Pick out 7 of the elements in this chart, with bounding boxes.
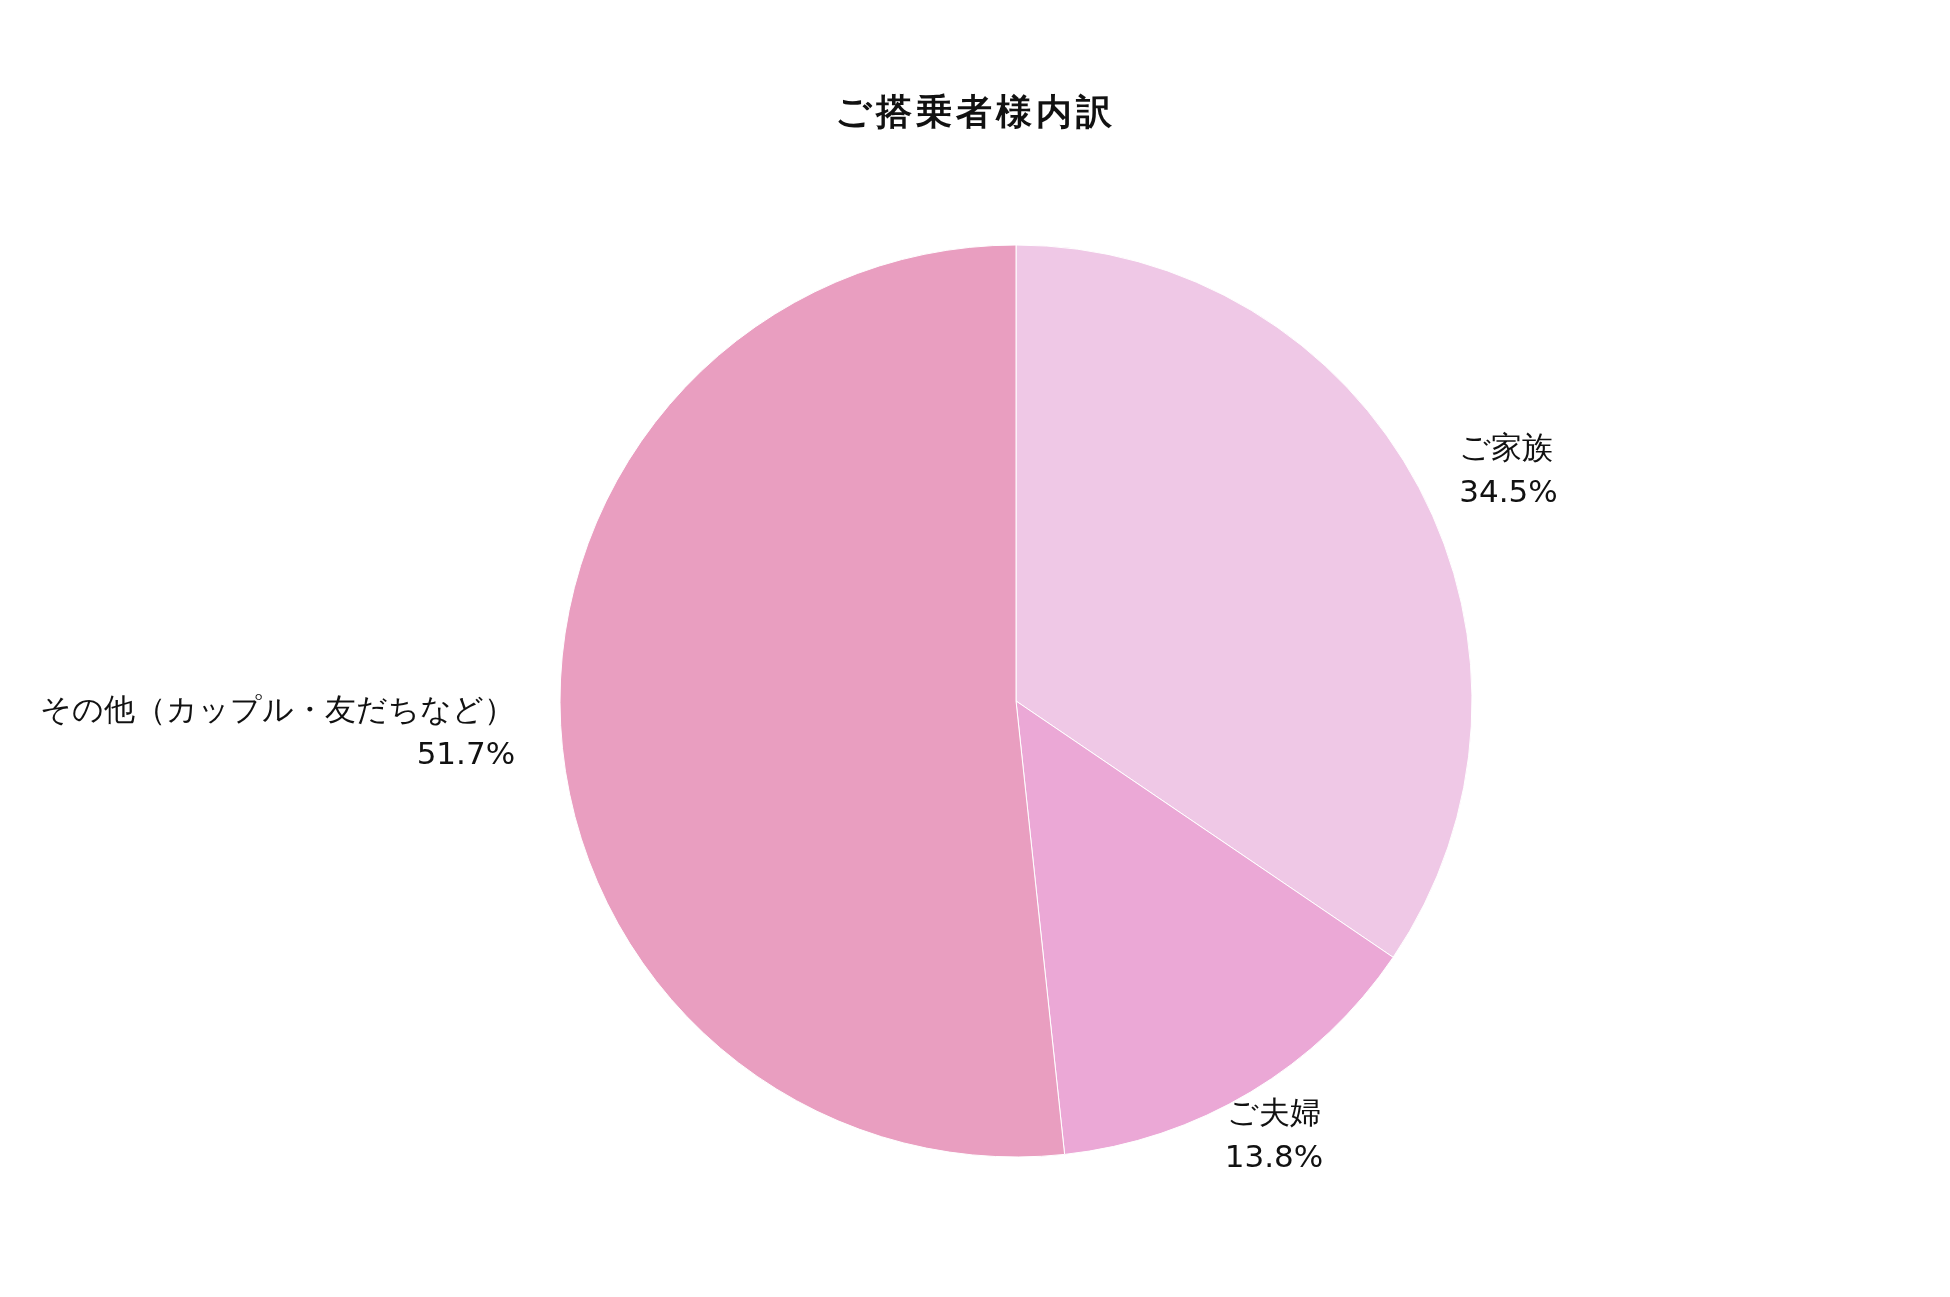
slice-label: その他（カップル・友だちなど） (40, 690, 516, 727)
slice-label: ご家族 (1459, 429, 1554, 466)
slice-label: ご夫婦 (1227, 1094, 1322, 1131)
data-label: 13.8% (1224, 1138, 1324, 1175)
data-label: 34.5% (1459, 473, 1558, 510)
chart-title: ご搭乗者様内訳 (833, 90, 1117, 134)
data-label: 51.7% (416, 734, 516, 771)
